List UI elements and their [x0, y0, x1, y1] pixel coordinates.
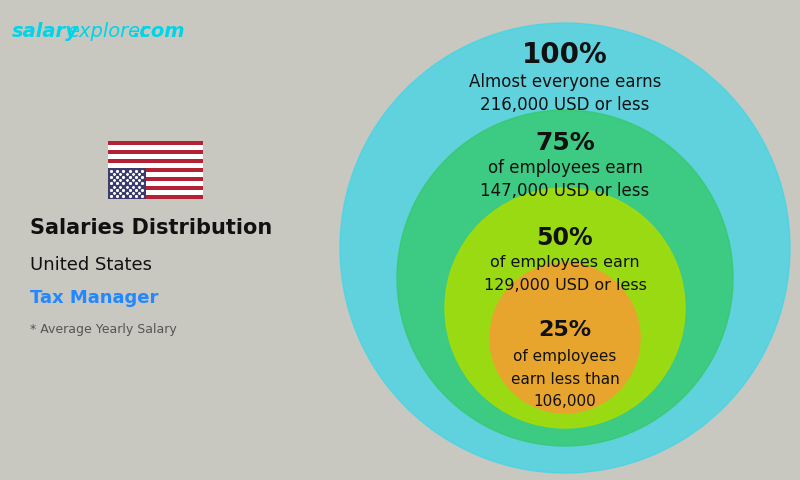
Text: of employees earn: of employees earn — [487, 159, 642, 177]
Text: Salaries Distribution: Salaries Distribution — [30, 218, 272, 238]
Text: 216,000 USD or less: 216,000 USD or less — [480, 96, 650, 114]
Bar — [107, 163, 202, 168]
Bar — [107, 155, 202, 159]
Text: salary: salary — [12, 22, 79, 41]
Text: 75%: 75% — [535, 131, 595, 155]
Text: 147,000 USD or less: 147,000 USD or less — [480, 182, 650, 200]
Bar — [107, 186, 202, 190]
Circle shape — [445, 188, 685, 428]
Bar — [107, 150, 202, 155]
Bar — [107, 145, 202, 150]
Bar — [107, 172, 202, 177]
Bar — [107, 181, 202, 186]
Text: Almost everyone earns: Almost everyone earns — [469, 73, 661, 91]
Bar — [107, 194, 202, 199]
Bar — [107, 177, 202, 181]
Text: 100%: 100% — [522, 41, 608, 69]
Text: 50%: 50% — [537, 226, 594, 250]
Text: 129,000 USD or less: 129,000 USD or less — [483, 277, 646, 292]
Text: 106,000: 106,000 — [534, 395, 596, 409]
Bar — [107, 141, 202, 199]
Circle shape — [340, 23, 790, 473]
Text: of employees earn: of employees earn — [490, 254, 640, 269]
Bar — [107, 168, 202, 172]
Bar — [107, 159, 202, 163]
Text: * Average Yearly Salary: * Average Yearly Salary — [30, 324, 177, 336]
Text: Tax Manager: Tax Manager — [30, 289, 158, 307]
Bar — [107, 141, 202, 145]
Bar — [107, 190, 202, 194]
Text: United States: United States — [30, 256, 152, 274]
Bar — [107, 168, 146, 199]
Text: explorer: explorer — [67, 22, 148, 41]
Text: .com: .com — [132, 22, 185, 41]
Circle shape — [490, 263, 640, 413]
Text: 25%: 25% — [538, 320, 591, 340]
Text: of employees: of employees — [514, 348, 617, 363]
Text: earn less than: earn less than — [510, 372, 619, 386]
Circle shape — [397, 110, 733, 446]
